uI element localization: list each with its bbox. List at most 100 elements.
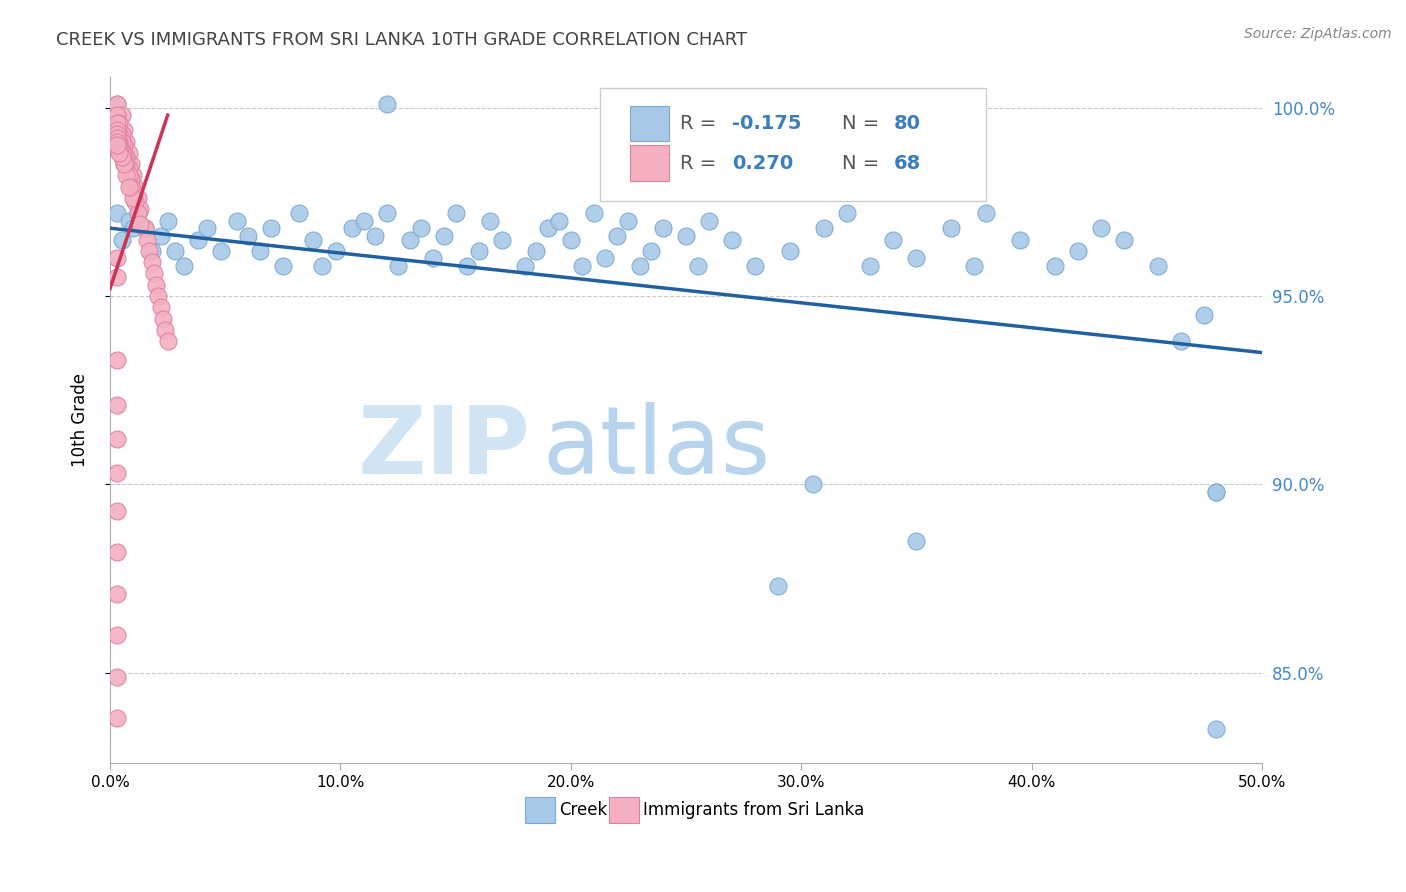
Point — [115, 157, 138, 171]
Point — [105, 398, 128, 412]
Point — [145, 277, 167, 292]
Point — [905, 252, 928, 266]
Point — [288, 206, 311, 220]
Point — [1170, 334, 1192, 349]
Point — [640, 244, 662, 258]
Point — [837, 206, 859, 220]
Point — [105, 670, 128, 684]
Y-axis label: 10th Grade: 10th Grade — [72, 374, 89, 467]
Point — [105, 123, 128, 137]
Point — [110, 145, 132, 160]
Point — [375, 206, 398, 220]
Point — [537, 221, 560, 235]
Point — [375, 96, 398, 111]
Point — [105, 466, 128, 480]
Point — [152, 311, 174, 326]
Point — [105, 135, 128, 149]
Point — [134, 221, 156, 235]
Point — [105, 353, 128, 368]
Point — [617, 213, 640, 227]
Text: atlas: atlas — [543, 402, 770, 494]
Point — [1010, 233, 1032, 247]
Point — [127, 191, 149, 205]
Point — [108, 127, 131, 141]
Point — [108, 145, 131, 160]
Point — [105, 587, 128, 601]
Point — [859, 259, 882, 273]
Point — [1043, 259, 1066, 273]
Point — [249, 244, 271, 258]
Point — [974, 206, 997, 220]
Point — [105, 206, 128, 220]
Point — [124, 194, 146, 209]
Text: Source: ZipAtlas.com: Source: ZipAtlas.com — [1244, 27, 1392, 41]
Point — [156, 334, 179, 349]
Point — [115, 169, 138, 183]
Point — [238, 228, 260, 243]
Point — [411, 221, 433, 235]
Point — [652, 221, 675, 235]
Point — [117, 213, 139, 227]
Point — [117, 145, 139, 160]
Point — [112, 157, 135, 171]
Point — [1194, 308, 1216, 322]
Point — [122, 191, 145, 205]
Point — [766, 579, 789, 593]
Point — [105, 432, 128, 446]
Text: 0.270: 0.270 — [733, 153, 793, 173]
Point — [117, 161, 139, 175]
Text: N =: N = — [842, 114, 884, 133]
FancyBboxPatch shape — [630, 105, 669, 141]
Point — [105, 96, 128, 111]
Point — [491, 233, 513, 247]
Text: 68: 68 — [893, 153, 921, 173]
Point — [209, 244, 232, 258]
Point — [1067, 244, 1090, 258]
Point — [110, 233, 132, 247]
Point — [115, 135, 138, 149]
Point — [115, 150, 138, 164]
Text: -0.175: -0.175 — [733, 114, 801, 133]
Point — [110, 150, 132, 164]
Point — [675, 228, 697, 243]
Point — [364, 228, 387, 243]
Point — [112, 157, 135, 171]
Point — [801, 477, 824, 491]
Point — [628, 259, 651, 273]
Point — [105, 545, 128, 559]
Point — [548, 213, 571, 227]
Point — [882, 233, 904, 247]
Point — [120, 157, 142, 171]
Point — [387, 259, 409, 273]
Point — [129, 218, 152, 232]
Point — [105, 504, 128, 518]
Point — [117, 169, 139, 183]
Point — [122, 221, 145, 235]
Point — [149, 301, 172, 315]
Point — [110, 108, 132, 122]
Text: Creek: Creek — [560, 801, 607, 819]
Point — [105, 108, 128, 122]
Point — [963, 259, 986, 273]
Point — [105, 130, 128, 145]
Point — [325, 244, 347, 258]
Point — [127, 206, 149, 220]
Point — [112, 145, 135, 160]
Point — [108, 135, 131, 149]
Point — [108, 142, 131, 156]
Point — [136, 233, 159, 247]
Point — [721, 233, 744, 247]
Point — [582, 206, 605, 220]
Point — [467, 244, 489, 258]
Point — [1112, 233, 1135, 247]
Point — [813, 221, 835, 235]
Point — [134, 221, 156, 235]
Point — [156, 213, 179, 227]
Text: CREEK VS IMMIGRANTS FROM SRI LANKA 10TH GRADE CORRELATION CHART: CREEK VS IMMIGRANTS FROM SRI LANKA 10TH … — [56, 31, 748, 49]
Point — [141, 244, 163, 258]
Point — [163, 244, 186, 258]
Point — [120, 172, 142, 186]
Point — [905, 534, 928, 549]
Point — [353, 213, 375, 227]
Point — [779, 244, 801, 258]
